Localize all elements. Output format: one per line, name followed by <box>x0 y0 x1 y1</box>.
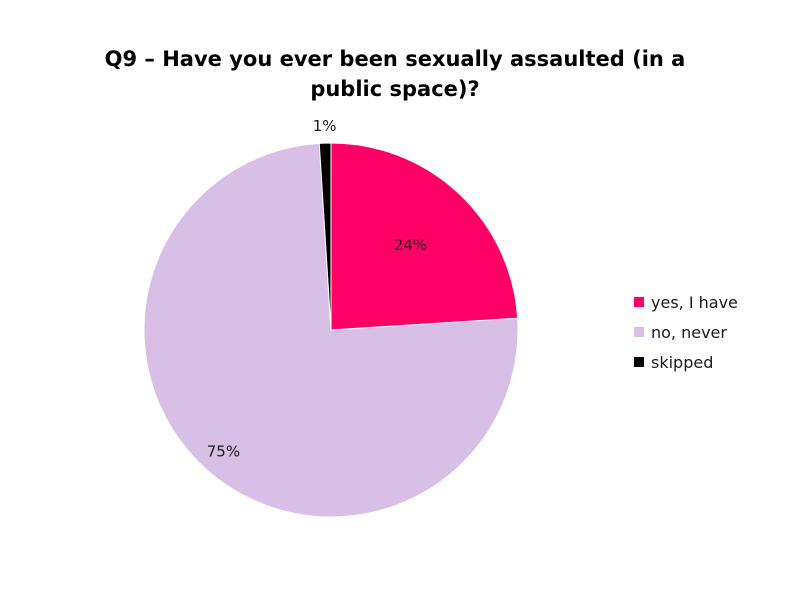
legend-swatch-no <box>634 327 644 337</box>
legend-label-skipped: skipped <box>651 352 714 372</box>
pie-slice-yes <box>330 142 519 331</box>
legend-swatch-yes <box>634 297 644 307</box>
pie-slice-no <box>143 142 519 518</box>
chart-title: Q9 – Have you ever been sexually assault… <box>104 47 686 101</box>
data-label-yes: 24% <box>394 236 427 254</box>
pie-labels: 24% 75% 1% <box>207 117 427 461</box>
legend: yes, I have no, never skipped <box>634 287 738 377</box>
legend-item-no: no, never <box>634 317 738 347</box>
pie-slices <box>143 142 519 518</box>
legend-item-yes: yes, I have <box>634 287 738 317</box>
data-label-no: 75% <box>207 443 240 461</box>
legend-item-skipped: skipped <box>634 347 738 377</box>
legend-label-yes: yes, I have <box>651 292 738 312</box>
data-label-skipped: 1% <box>313 117 337 135</box>
legend-swatch-skipped <box>634 357 644 367</box>
pie-slice-skipped <box>318 142 332 331</box>
legend-label-no: no, never <box>651 322 727 342</box>
